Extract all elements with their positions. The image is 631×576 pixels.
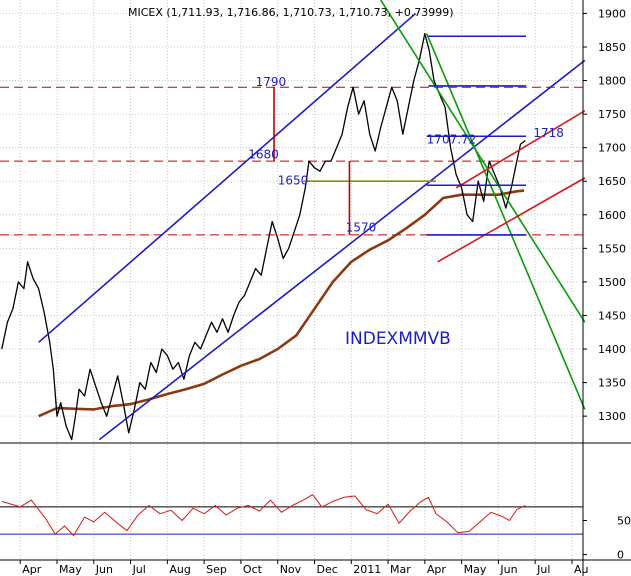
trend-line-3 <box>425 33 586 410</box>
x-tick-label-7: Nov <box>280 563 302 576</box>
price-panel: 1790 1680 1650 1570 1707.72 1718 <box>0 0 586 441</box>
rsi-line <box>1 494 526 536</box>
price-tick-label-6: 1600 <box>598 209 626 222</box>
moving-average-line <box>38 189 525 418</box>
price-tick-label-8: 1700 <box>598 142 626 155</box>
annotation-1: 1680 <box>248 147 279 161</box>
x-tick-label-9: 2011 <box>353 563 381 576</box>
x-tick-label-5: Sep <box>206 563 227 576</box>
x-tick-label-8: Dec <box>316 563 337 576</box>
x-tick-label-14: Jul <box>536 563 550 576</box>
x-tick-label-4: Aug <box>169 563 190 576</box>
x-tick-label-0: Apr <box>22 563 42 576</box>
price-tick-label-4: 1500 <box>598 276 626 289</box>
price-tick-label-2: 1400 <box>598 343 626 356</box>
annotation-4: 1707.72 <box>427 133 477 147</box>
trend-line-0 <box>38 12 417 343</box>
x-tick-label-13: Jun <box>499 563 517 576</box>
rsi-tick-label-0: 0 <box>617 549 624 562</box>
x-tick-label-12: May <box>464 563 487 576</box>
x-tick-label-6: Oct <box>243 563 263 576</box>
trend-line-1 <box>98 59 586 441</box>
rsi-panel <box>0 494 583 536</box>
price-tick-label-11: 1850 <box>598 41 626 54</box>
annotation-2: 1650 <box>278 174 309 188</box>
price-tick-label-10: 1800 <box>598 75 626 88</box>
annotation-0: 1790 <box>256 75 287 89</box>
price-tick-label-3: 1450 <box>598 309 626 322</box>
trend-line-5 <box>437 177 586 263</box>
trend-line-4 <box>455 110 586 189</box>
x-tick-label-3: Jul <box>132 563 146 576</box>
x-tick-label-15: Au <box>574 563 589 576</box>
annotation-5: 1718 <box>533 126 564 140</box>
x-tick-label-11: Apr <box>427 563 447 576</box>
rsi-tick-label-1: 50 <box>617 515 631 528</box>
price-tick-label-9: 1750 <box>598 108 626 121</box>
chart-title: MICEX (1,711.93, 1,716.86, 1,710.73, 1,7… <box>128 6 454 19</box>
price-tick-label-0: 1300 <box>598 410 626 423</box>
grid-layer <box>0 0 583 560</box>
x-tick-label-1: May <box>59 563 82 576</box>
price-tick-label-12: 1900 <box>598 7 626 20</box>
x-tick-label-2: Jun <box>95 563 113 576</box>
annotation-3: 1570 <box>346 221 377 235</box>
price-tick-label-1: 1350 <box>598 377 626 390</box>
chart-watermark: INDEXMMVB <box>345 329 451 349</box>
price-tick-label-7: 1650 <box>598 175 626 188</box>
x-tick-label-10: Mar <box>390 563 411 576</box>
trend-line-2 <box>380 0 586 323</box>
price-tick-label-5: 1550 <box>598 242 626 255</box>
